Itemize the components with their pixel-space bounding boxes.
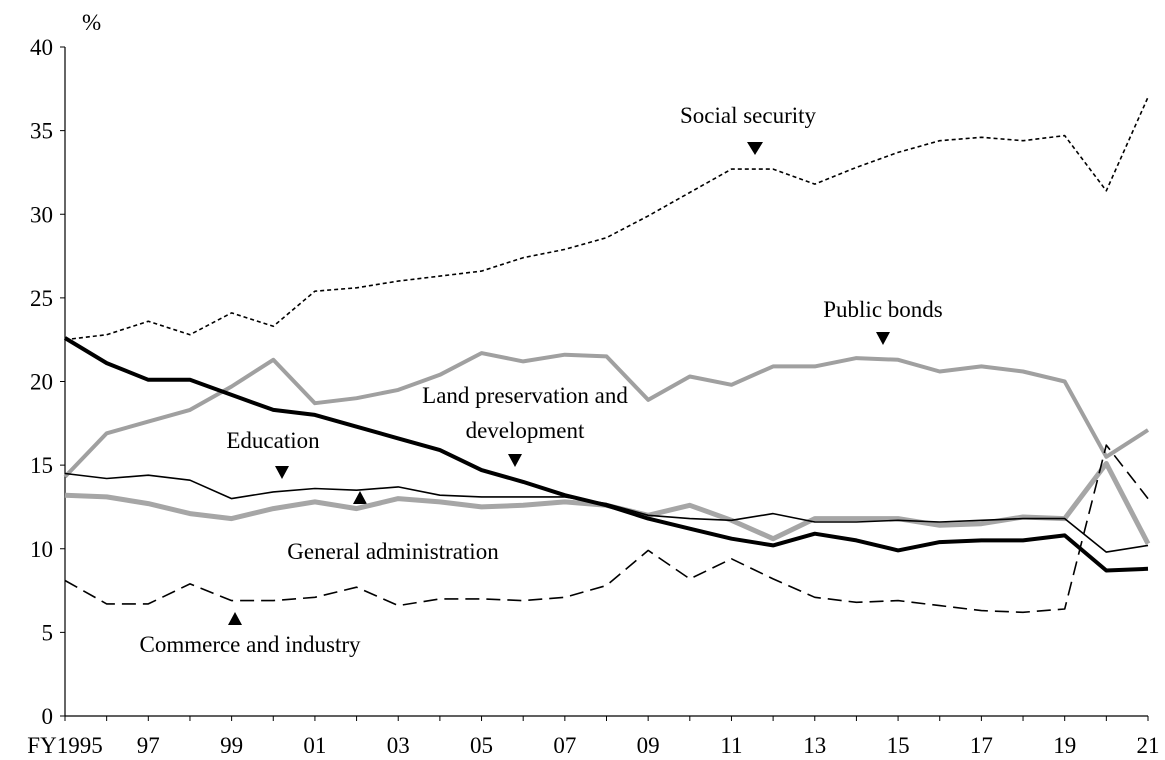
arrow [747, 142, 763, 155]
x-tick-label: 17 [970, 733, 993, 758]
y-tick-label: 25 [30, 286, 53, 311]
arrow [353, 491, 367, 504]
x-tick-label: 07 [553, 733, 576, 758]
x-tick-label: 99 [220, 733, 243, 758]
series-label: Education [226, 428, 320, 453]
x-tick-label: 01 [303, 733, 326, 758]
x-tick-label: 21 [1137, 733, 1160, 758]
y-tick-label: 35 [30, 119, 53, 144]
series-label: General administration [287, 539, 499, 564]
series-line [64, 96, 1149, 341]
series-line [64, 472, 1149, 553]
y-axis-label: % [82, 10, 101, 35]
series-line [63, 351, 1150, 479]
x-tick-label: 97 [137, 733, 160, 758]
arrow [275, 466, 289, 479]
series-label: Social security [679, 103, 817, 128]
series-label: Public bonds [823, 297, 943, 322]
x-tick-label: FY1995 [27, 733, 102, 758]
x-tick-label: 13 [803, 733, 826, 758]
y-tick-label: 40 [30, 35, 53, 60]
y-tick-label: 10 [30, 537, 53, 562]
y-tick-label: 20 [30, 370, 53, 395]
series-line [64, 444, 1149, 614]
x-tick-label: 03 [387, 733, 410, 758]
arrow [876, 332, 890, 345]
x-tick-label: 19 [1053, 733, 1076, 758]
series-line [63, 336, 1149, 573]
y-tick-label: 5 [42, 620, 54, 645]
x-tick-label: 11 [720, 733, 742, 758]
x-tick-label: 15 [887, 733, 910, 758]
x-tick-label: 09 [637, 733, 660, 758]
series-label: Commerce and industry [139, 632, 361, 657]
x-tick-label: 05 [470, 733, 493, 758]
y-tick-label: 0 [42, 704, 54, 729]
y-tick-label: 15 [30, 453, 53, 478]
y-tick-label: 30 [30, 202, 53, 227]
series-label: Land preservation and development [422, 383, 628, 443]
arrow [508, 454, 522, 467]
arrow [228, 612, 242, 625]
